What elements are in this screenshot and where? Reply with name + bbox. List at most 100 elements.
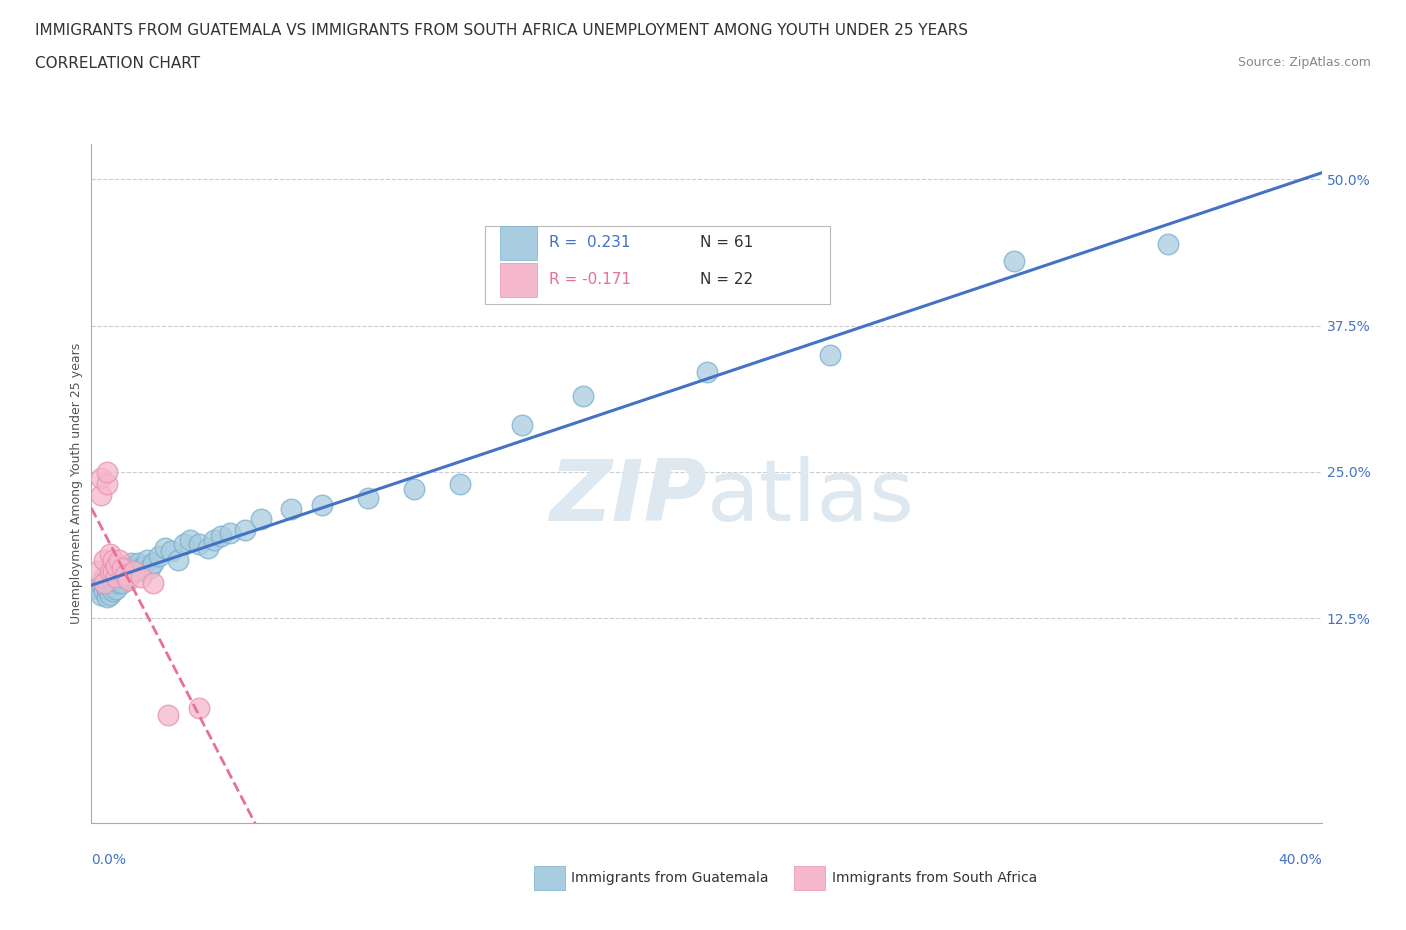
- Point: [101, 552, 124, 567]
- Point: [105, 558, 127, 573]
- Point: [108, 576, 131, 591]
- Y-axis label: Unemployment Among Youth under 25 years: Unemployment Among Youth under 25 years: [70, 343, 83, 624]
- Point: [101, 584, 124, 599]
- Point: [96, 476, 118, 491]
- Text: ZIP: ZIP: [548, 456, 706, 538]
- Text: IMMIGRANTS FROM GUATEMALA VS IMMIGRANTS FROM SOUTH AFRICA UNEMPLOYMENT AMONG YOU: IMMIGRANTS FROM GUATEMALA VS IMMIGRANTS …: [35, 23, 969, 38]
- Text: 40.0%: 40.0%: [1278, 853, 1322, 868]
- Point: [166, 552, 188, 567]
- Point: [111, 561, 134, 576]
- Point: [117, 570, 139, 585]
- Point: [96, 590, 118, 604]
- Point: [101, 567, 124, 582]
- Point: [120, 564, 142, 578]
- FancyBboxPatch shape: [501, 263, 537, 297]
- Point: [101, 576, 124, 591]
- Point: [197, 540, 219, 555]
- Point: [86, 581, 108, 596]
- Point: [124, 564, 146, 578]
- Text: N = 61: N = 61: [700, 235, 754, 250]
- Point: [280, 502, 302, 517]
- Point: [93, 576, 115, 591]
- Point: [1157, 236, 1180, 251]
- Text: atlas: atlas: [706, 456, 914, 538]
- Point: [139, 561, 162, 576]
- FancyBboxPatch shape: [485, 226, 830, 304]
- Point: [132, 558, 155, 573]
- Point: [98, 547, 121, 562]
- Point: [124, 561, 146, 576]
- Point: [135, 552, 157, 567]
- Point: [111, 570, 134, 585]
- Point: [179, 532, 201, 547]
- Point: [120, 556, 142, 571]
- Point: [93, 570, 115, 585]
- Point: [96, 464, 118, 479]
- Text: Source: ZipAtlas.com: Source: ZipAtlas.com: [1237, 56, 1371, 69]
- Point: [108, 567, 131, 582]
- Point: [153, 540, 177, 555]
- Point: [98, 570, 121, 585]
- Point: [105, 581, 127, 596]
- Point: [311, 498, 333, 512]
- Point: [90, 488, 112, 503]
- Point: [114, 567, 136, 582]
- Text: CORRELATION CHART: CORRELATION CHART: [35, 56, 200, 71]
- Point: [96, 572, 118, 587]
- Text: R =  0.231: R = 0.231: [548, 235, 630, 250]
- Point: [98, 564, 121, 578]
- Point: [404, 482, 426, 497]
- Point: [148, 549, 170, 564]
- Point: [572, 389, 595, 404]
- Point: [93, 552, 115, 567]
- Point: [209, 529, 232, 544]
- Point: [129, 570, 152, 585]
- Text: 0.0%: 0.0%: [91, 853, 127, 868]
- Point: [98, 588, 121, 603]
- Point: [108, 552, 131, 567]
- Point: [98, 579, 121, 594]
- Point: [114, 567, 136, 582]
- Point: [249, 512, 271, 526]
- Point: [818, 348, 841, 363]
- Point: [105, 564, 127, 578]
- Point: [90, 471, 112, 485]
- Point: [449, 476, 471, 491]
- Point: [117, 572, 139, 587]
- Text: R = -0.171: R = -0.171: [548, 272, 631, 287]
- Point: [117, 561, 139, 576]
- Point: [696, 365, 718, 379]
- FancyBboxPatch shape: [501, 226, 537, 259]
- Text: Immigrants from Guatemala: Immigrants from Guatemala: [571, 870, 768, 885]
- Text: N = 22: N = 22: [700, 272, 754, 287]
- Point: [188, 701, 211, 716]
- Text: Immigrants from South Africa: Immigrants from South Africa: [832, 870, 1038, 885]
- Point: [86, 564, 108, 578]
- Point: [111, 576, 134, 591]
- Point: [188, 537, 211, 551]
- Point: [127, 556, 149, 571]
- Point: [129, 561, 152, 576]
- Point: [93, 584, 115, 599]
- Point: [101, 564, 124, 578]
- Point: [157, 708, 180, 723]
- Point: [96, 581, 118, 596]
- Point: [142, 556, 165, 571]
- Point: [218, 525, 240, 540]
- Point: [93, 576, 115, 591]
- Point: [510, 418, 533, 432]
- Point: [90, 576, 112, 591]
- Point: [90, 588, 112, 603]
- Point: [160, 544, 183, 559]
- Point: [127, 564, 149, 578]
- Point: [111, 561, 134, 576]
- Point: [105, 572, 127, 587]
- Point: [233, 523, 256, 538]
- Point: [173, 537, 195, 551]
- Point: [142, 576, 165, 591]
- Point: [105, 570, 127, 585]
- Point: [357, 490, 380, 505]
- Point: [1002, 254, 1025, 269]
- Point: [202, 532, 225, 547]
- Point: [114, 558, 136, 573]
